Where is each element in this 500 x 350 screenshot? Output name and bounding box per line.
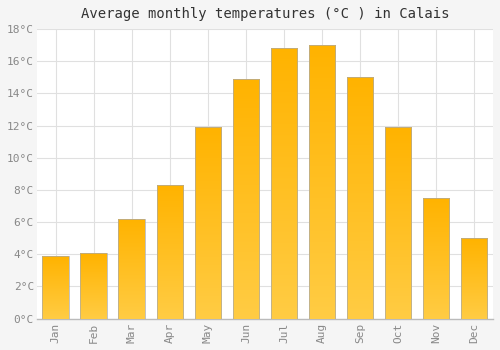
Bar <box>42 256 69 318</box>
Title: Average monthly temperatures (°C ) in Calais: Average monthly temperatures (°C ) in Ca… <box>80 7 449 21</box>
Bar <box>270 48 297 318</box>
Bar <box>80 253 107 318</box>
Bar <box>346 77 374 318</box>
Bar <box>460 238 487 318</box>
Bar <box>308 45 335 318</box>
Bar <box>194 127 221 318</box>
Bar <box>232 79 259 318</box>
Bar <box>384 127 411 318</box>
Bar <box>156 185 183 318</box>
Bar <box>422 198 450 318</box>
Bar <box>118 219 145 318</box>
